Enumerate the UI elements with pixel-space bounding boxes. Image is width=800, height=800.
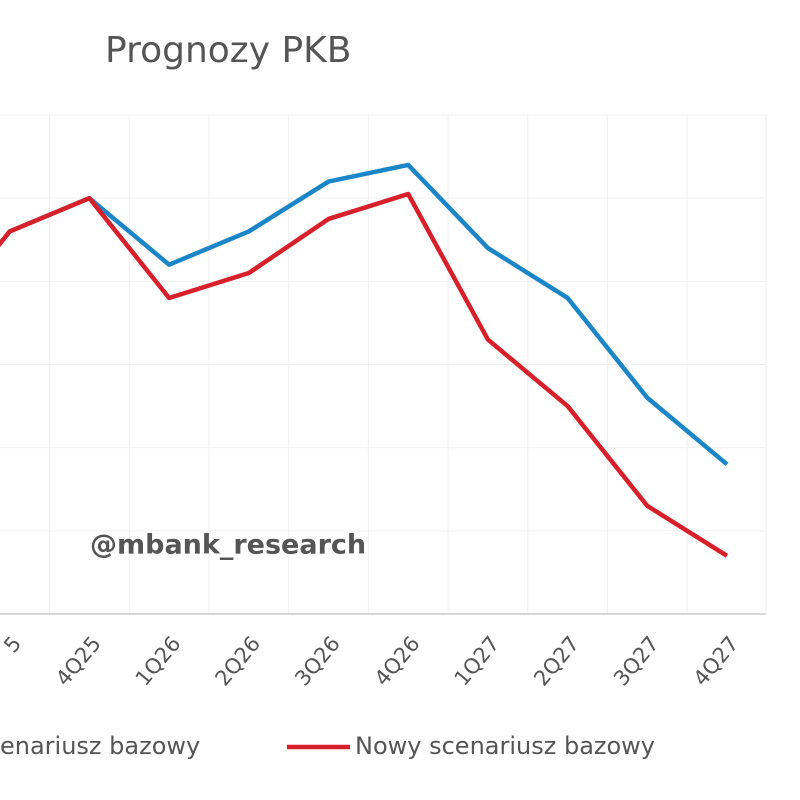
legend-label: Nowy scenariusz bazowy bbox=[355, 732, 655, 760]
x-tick-label: 4Q27 bbox=[689, 632, 744, 691]
vertical-grid bbox=[0, 114, 766, 614]
x-tick-label: 1Q26 bbox=[131, 632, 186, 691]
x-tick-label: 2Q27 bbox=[529, 632, 584, 691]
x-tick-label: 5 bbox=[0, 632, 26, 658]
x-tick-label: 4Q26 bbox=[370, 632, 425, 691]
watermark: @mbank_research bbox=[90, 530, 366, 561]
x-tick-label: 2Q26 bbox=[210, 632, 265, 691]
x-tick-label: 3Q26 bbox=[290, 632, 345, 691]
legend-label: enariusz bazowy bbox=[0, 732, 200, 760]
chart-title: Prognozy PKB bbox=[105, 30, 351, 71]
x-tick-label: 4Q25 bbox=[51, 632, 106, 691]
x-tick-label: 3Q27 bbox=[609, 632, 664, 691]
series-line bbox=[0, 191, 729, 558]
x-tick-label: 1Q27 bbox=[450, 632, 505, 691]
